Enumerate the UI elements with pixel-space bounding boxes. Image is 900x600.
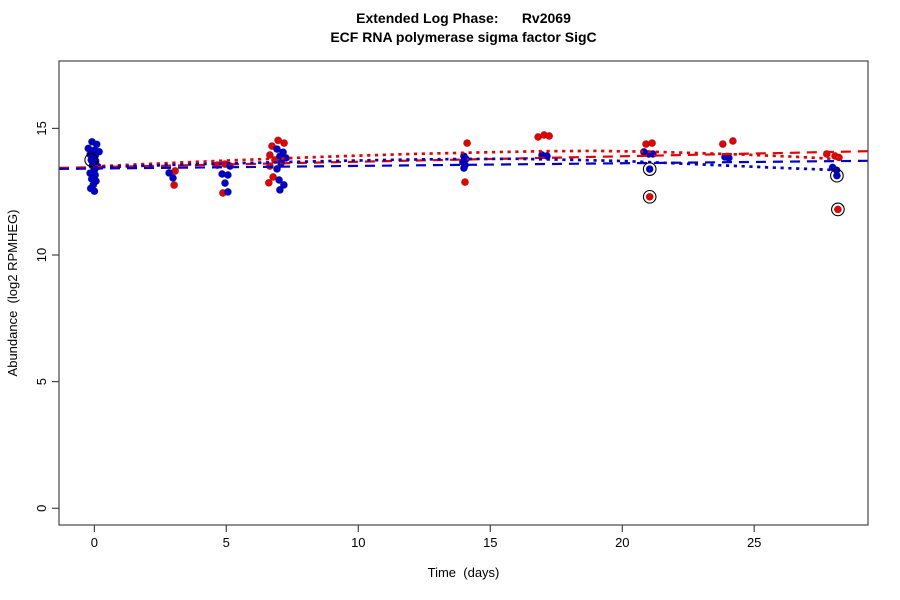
data-point-blue — [90, 187, 99, 196]
data-point-red — [461, 178, 469, 187]
chart-subtitle: ECF RNA polymerase sigma factor SigC — [330, 29, 596, 45]
outlier-point-blue — [87, 156, 96, 164]
plot-area: 0 5 10 15 20 25 0 5 10 15 — [34, 60, 869, 550]
x-tick-label: 10 — [351, 535, 365, 550]
data-point-blue — [165, 168, 174, 177]
data-point-blue — [273, 164, 281, 173]
x-tick-label: 25 — [747, 535, 761, 550]
y-tick-label: 10 — [34, 248, 49, 262]
y-tick-label: 15 — [34, 121, 49, 135]
x-tick-label: 15 — [483, 535, 497, 550]
trend-line-blue-dotted — [94, 157, 834, 172]
data-point-blue — [459, 164, 468, 173]
data-point-red — [545, 132, 554, 140]
y-tick-label: 5 — [34, 378, 49, 385]
data-point-red — [264, 178, 273, 187]
data-point-red — [280, 139, 289, 148]
data-point-red — [718, 140, 727, 149]
outlier-point-red — [833, 205, 842, 214]
data-point-red — [269, 173, 278, 181]
data-point-blue — [275, 185, 284, 194]
x-tick-label: 0 — [91, 535, 98, 550]
outlier-point-blue — [645, 165, 654, 174]
data-point-blue — [223, 187, 232, 196]
y-tick-label: 0 — [34, 505, 49, 512]
data-point-red — [648, 139, 657, 148]
outlier-ring — [84, 153, 99, 167]
data-point-blue — [273, 145, 281, 154]
chart-title: Extended Log Phase: Rv2069 — [356, 10, 571, 26]
data-point-red — [835, 153, 843, 162]
data-point-blue — [223, 171, 232, 179]
outlier-ring — [830, 168, 844, 183]
data-point-blue — [169, 174, 177, 182]
outlier-ring — [642, 162, 657, 176]
x-axis-label: Time (days) — [428, 565, 500, 580]
x-tick-label: 5 — [223, 535, 230, 550]
outlier-point-red — [645, 192, 654, 201]
data-point-red — [728, 137, 737, 145]
data-point-red — [170, 181, 179, 190]
x-tick-label: 20 — [615, 535, 629, 550]
outlier-ring — [831, 202, 845, 217]
outlier-ring — [642, 189, 657, 204]
data-point-blue — [279, 180, 288, 189]
y-axis-label: Abundance (log2 RPMHEG) — [5, 210, 20, 377]
data-point-red — [265, 151, 274, 159]
trend-line-red-dotted — [94, 149, 834, 168]
data-point-red — [463, 139, 472, 148]
data-point-blue — [275, 176, 284, 184]
outlier-point-blue — [832, 171, 841, 180]
data-point-blue — [221, 179, 229, 188]
data-point-red — [274, 136, 283, 145]
plot-border — [58, 60, 869, 526]
